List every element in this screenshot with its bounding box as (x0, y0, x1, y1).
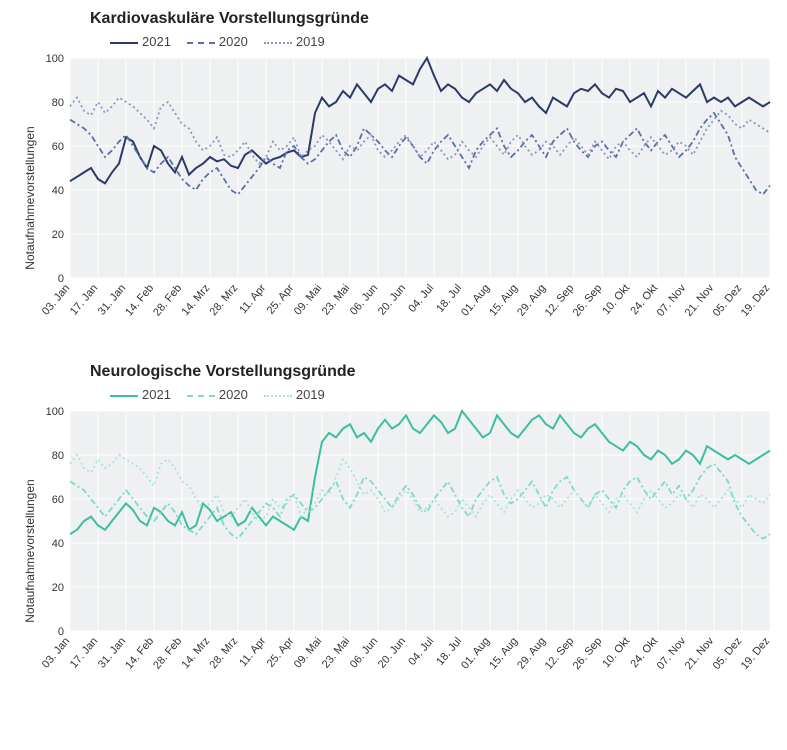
legend-label: 2019 (296, 387, 325, 402)
svg-text:06. Jun: 06. Jun (348, 282, 380, 317)
svg-text:80: 80 (52, 97, 64, 109)
y-axis-label: Notaufnahmevorstellungen (23, 98, 37, 298)
svg-text:28. Feb: 28. Feb (151, 635, 184, 671)
chart-svg: 02040608010003. Jan17. Jan31. Jan14. Feb… (10, 406, 780, 696)
svg-text:100: 100 (46, 406, 64, 418)
svg-text:80: 80 (52, 450, 64, 462)
svg-text:10. Okt: 10. Okt (600, 282, 632, 317)
svg-text:15. Aug: 15. Aug (487, 635, 520, 671)
svg-text:14. Mrz: 14. Mrz (180, 282, 213, 318)
svg-text:11. Apr: 11. Apr (237, 635, 268, 669)
legend-item: 2019 (264, 34, 325, 49)
legend-item: 2020 (187, 34, 248, 49)
svg-text:06. Jun: 06. Jun (348, 635, 380, 670)
svg-text:28. Mrz: 28. Mrz (208, 635, 241, 671)
legend-item: 2021 (110, 34, 171, 49)
svg-text:09. Mai: 09. Mai (292, 635, 324, 670)
svg-text:07. Nov: 07. Nov (655, 282, 689, 319)
legend-item: 2020 (187, 387, 248, 402)
svg-text:15. Aug: 15. Aug (487, 282, 520, 318)
svg-text:28. Mrz: 28. Mrz (208, 282, 241, 318)
svg-text:10. Okt: 10. Okt (600, 635, 632, 670)
svg-text:12. Sep: 12. Sep (543, 635, 577, 672)
legend: 2021 2020 2019 (110, 34, 787, 49)
legend-swatch (187, 395, 215, 397)
svg-text:100: 100 (46, 53, 64, 65)
svg-text:26. Sep: 26. Sep (571, 635, 605, 672)
legend-item: 2019 (264, 387, 325, 402)
svg-text:04. Jul: 04. Jul (406, 282, 436, 315)
legend-label: 2021 (142, 34, 171, 49)
svg-text:01. Aug: 01. Aug (459, 282, 492, 318)
svg-text:09. Mai: 09. Mai (292, 282, 324, 317)
svg-text:07. Nov: 07. Nov (655, 635, 689, 672)
legend-swatch (264, 395, 292, 397)
svg-text:01. Aug: 01. Aug (459, 635, 492, 671)
chart-svg: 02040608010003. Jan17. Jan31. Jan14. Feb… (10, 53, 780, 343)
svg-text:23. Mai: 23. Mai (320, 282, 352, 317)
svg-text:19. Dez: 19. Dez (739, 635, 773, 672)
svg-text:14. Feb: 14. Feb (123, 282, 156, 318)
svg-text:21. Nov: 21. Nov (683, 635, 717, 672)
svg-text:60: 60 (52, 494, 64, 506)
svg-text:19. Dez: 19. Dez (739, 282, 773, 319)
svg-text:05. Dez: 05. Dez (711, 635, 745, 672)
svg-text:29. Aug: 29. Aug (515, 635, 548, 671)
svg-text:12. Sep: 12. Sep (543, 282, 577, 319)
svg-text:03. Jan: 03. Jan (40, 635, 72, 670)
svg-text:20. Jun: 20. Jun (376, 635, 408, 670)
svg-text:04. Jul: 04. Jul (406, 635, 436, 668)
svg-text:17. Jan: 17. Jan (68, 635, 100, 670)
chart-title: Neurologische Vorstellungsgründe (90, 363, 787, 381)
svg-text:26. Sep: 26. Sep (571, 282, 605, 319)
svg-text:20: 20 (52, 229, 64, 241)
svg-text:40: 40 (52, 185, 64, 197)
legend-swatch (110, 395, 138, 397)
legend-label: 2019 (296, 34, 325, 49)
svg-text:14. Feb: 14. Feb (123, 635, 156, 671)
svg-text:20: 20 (52, 582, 64, 594)
svg-text:60: 60 (52, 141, 64, 153)
legend-item: 2021 (110, 387, 171, 402)
legend-swatch (110, 42, 138, 44)
svg-text:20. Jun: 20. Jun (376, 282, 408, 317)
legend-label: 2020 (219, 387, 248, 402)
svg-text:40: 40 (52, 538, 64, 550)
legend-swatch (187, 42, 215, 44)
svg-text:11. Apr: 11. Apr (237, 282, 268, 316)
svg-text:17. Jan: 17. Jan (68, 282, 100, 317)
svg-text:21. Nov: 21. Nov (683, 282, 717, 319)
legend-label: 2021 (142, 387, 171, 402)
y-axis-label: Notaufnahmevorstellungen (23, 451, 37, 651)
svg-text:05. Dez: 05. Dez (711, 282, 745, 319)
svg-text:29. Aug: 29. Aug (515, 282, 548, 318)
svg-text:25. Apr: 25. Apr (265, 635, 297, 670)
svg-text:03. Jan: 03. Jan (40, 282, 72, 317)
svg-text:14. Mrz: 14. Mrz (180, 635, 213, 671)
svg-text:25. Apr: 25. Apr (265, 282, 297, 317)
legend-label: 2020 (219, 34, 248, 49)
svg-text:23. Mai: 23. Mai (320, 635, 352, 670)
chart-title: Kardiovaskuläre Vorstellungsgründe (90, 10, 787, 28)
legend: 2021 2020 2019 (110, 387, 787, 402)
svg-text:28. Feb: 28. Feb (151, 282, 184, 318)
legend-swatch (264, 42, 292, 44)
